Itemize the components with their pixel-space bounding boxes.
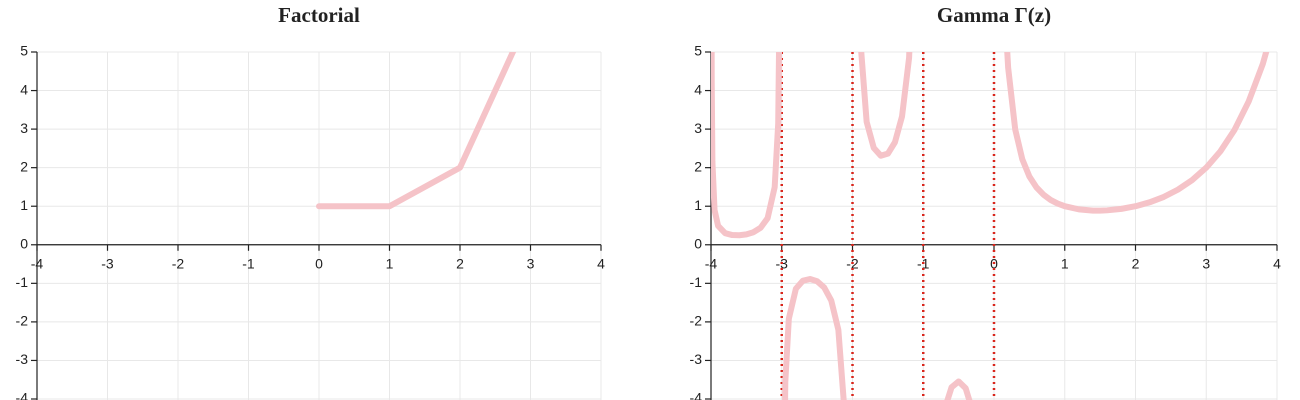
- y-tick-label: 5: [694, 43, 702, 59]
- x-tick-label: 3: [527, 255, 535, 271]
- data-line: [316, 52, 517, 210]
- x-tick-label: -1: [242, 255, 255, 271]
- y-tick-label: -1: [690, 274, 703, 290]
- y-tick-label: 3: [694, 120, 702, 136]
- x-tick-label: -3: [101, 255, 114, 271]
- subplot: Factorial -4 -3 -2 -1 0 1 2 3 4 -4 -3 -2 -1 0 1 2 3 4 5: [16, 3, 605, 400]
- y-tick-label: 4: [694, 81, 702, 97]
- x-tick-label: 3: [1202, 255, 1210, 271]
- y-tick-label: 2: [694, 158, 702, 174]
- y-tick-label: 0: [20, 235, 28, 251]
- x-tick-label: 1: [1061, 255, 1069, 271]
- x-tick-label: 2: [1132, 255, 1140, 271]
- y-tick-label: -4: [16, 390, 29, 400]
- y-tick-label: 4: [20, 81, 28, 97]
- y-tick-label: 2: [20, 158, 28, 174]
- y-tick-label: -3: [16, 351, 29, 367]
- chart-title: Factorial: [278, 3, 360, 27]
- x-tick-label: -4: [31, 255, 44, 271]
- x-tick-label: -4: [705, 255, 718, 271]
- y-tick-label: -2: [16, 313, 29, 329]
- y-tick-label: -1: [16, 274, 29, 290]
- y-tick-label: 5: [20, 43, 28, 59]
- y-tick-label: 0: [694, 235, 702, 251]
- y-tick-label: -4: [690, 390, 703, 400]
- data-line: [711, 52, 1270, 400]
- y-tick-label: 3: [20, 120, 28, 136]
- plot-area: [711, 52, 1270, 400]
- plot-area: [316, 52, 517, 210]
- y-tick-label: 1: [20, 197, 28, 213]
- y-tick-label: 1: [694, 197, 702, 213]
- chart-title: Gamma Γ(z): [937, 3, 1051, 27]
- x-tick-label: 2: [456, 255, 464, 271]
- y-tick-label: -3: [690, 351, 703, 367]
- x-tick-label: 4: [597, 255, 605, 271]
- x-tick-label: 4: [1273, 255, 1281, 271]
- x-tick-label: 0: [315, 255, 323, 271]
- y-tick-label: -2: [690, 313, 703, 329]
- x-tick-label: -2: [172, 255, 185, 271]
- x-tick-label: 1: [386, 255, 394, 271]
